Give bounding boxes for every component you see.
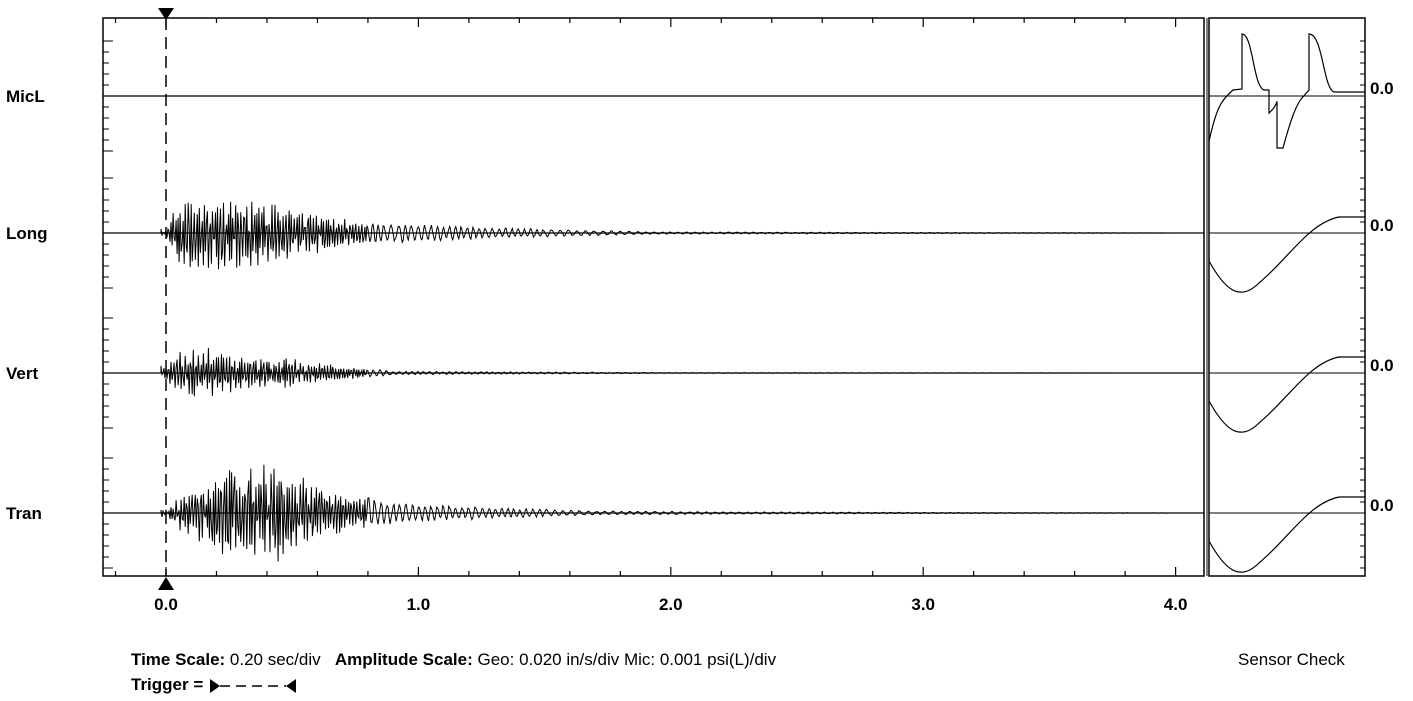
channel-label-tran: Tran [6, 504, 42, 523]
sensor-check-panel [1208, 33, 1365, 573]
trigger-bottom-marker [158, 577, 174, 590]
main-plot-border [102, 17, 1205, 577]
amplitude-scale-value: Geo: 0.020 in/s/div Mic: 0.001 psi(L)/di… [477, 650, 777, 669]
time-scale-value: 0.20 sec/div [229, 650, 321, 669]
channel-label-vert: Vert [6, 364, 38, 383]
channel-value-tran: 0.0 [1370, 496, 1394, 515]
trigger-legend: Trigger = [131, 675, 298, 695]
sensor-panel-border [1208, 17, 1366, 577]
sensor-check-long [1208, 216, 1365, 293]
axis-ticks [103, 18, 1365, 576]
trace-long [103, 201, 1204, 270]
channel-labels: MicL 0.0 Long 0.0 Vert 0.0 Tran 0.0 [6, 79, 1394, 523]
trigger-symbol-icon [210, 678, 297, 693]
sensor-check-micl [1208, 33, 1365, 149]
scale-caption: Time Scale: 0.20 sec/div Amplitude Scale… [131, 650, 776, 670]
trace-vert [103, 347, 1204, 397]
x-tick-label: 2.0 [659, 595, 683, 614]
trigger-label: Trigger = [131, 675, 204, 694]
x-tick-label: 0.0 [154, 595, 178, 614]
sensor-check-tran [1208, 496, 1365, 573]
channel-label-long: Long [6, 224, 48, 243]
channel-label-micl: MicL [6, 87, 45, 106]
channel-value-vert: 0.0 [1370, 356, 1394, 375]
x-tick-label: 1.0 [407, 595, 431, 614]
sensor-check-vert [1208, 356, 1365, 433]
channel-traces [103, 95, 1204, 562]
sensor-check-label: Sensor Check [1238, 650, 1345, 669]
plot-frame [102, 17, 1366, 577]
x-tick-labels: 0.0 1.0 2.0 3.0 4.0 [154, 595, 1187, 614]
amplitude-scale-label: Amplitude Scale: [334, 650, 473, 669]
trace-tran [103, 464, 1204, 562]
x-tick-label: 3.0 [911, 595, 935, 614]
channel-value-micl: 0.0 [1370, 79, 1394, 98]
channel-value-long: 0.0 [1370, 216, 1394, 235]
x-tick-label: 4.0 [1164, 595, 1188, 614]
trigger-top-marker [158, 8, 174, 20]
time-scale-label: Time Scale: [131, 650, 226, 669]
trigger-markers [158, 8, 174, 590]
